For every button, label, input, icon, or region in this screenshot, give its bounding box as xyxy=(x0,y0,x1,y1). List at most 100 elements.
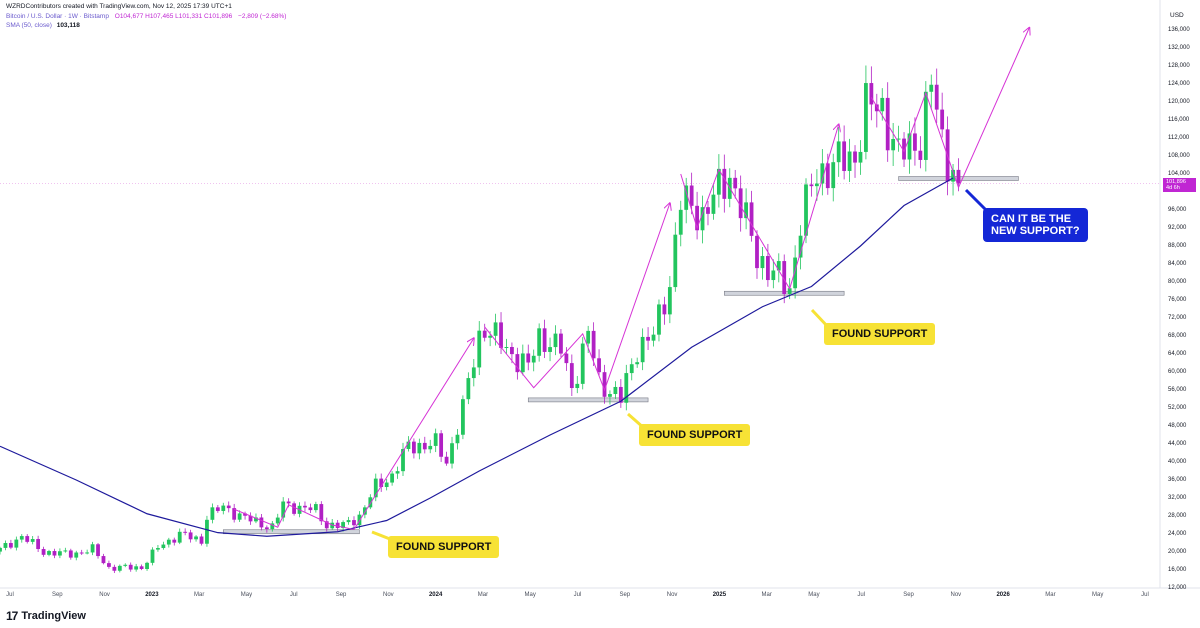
symbol-legend[interactable]: Bitcoin / U.S. Dollar · 1W · Bitstamp O1… xyxy=(6,12,286,21)
candle-body xyxy=(640,336,645,363)
candle-body xyxy=(52,551,57,556)
candle-body xyxy=(428,445,433,450)
candle-body xyxy=(90,544,95,553)
candle-body xyxy=(123,564,128,566)
candle-body xyxy=(657,304,661,335)
candle-body xyxy=(591,330,596,359)
candle-body xyxy=(608,394,612,397)
x-tick-label: Jul xyxy=(857,592,866,598)
callout-support-3: FOUND SUPPORT xyxy=(824,323,936,345)
candle-body xyxy=(689,185,694,206)
x-tick-label: Mar xyxy=(1045,592,1056,598)
candle-body xyxy=(58,551,62,556)
candle-body xyxy=(716,168,721,195)
candle-body xyxy=(161,544,166,549)
candle-body xyxy=(776,261,781,271)
candle-body xyxy=(929,84,934,92)
support-zone xyxy=(527,397,649,403)
candle-body xyxy=(346,520,351,523)
candle-body xyxy=(760,256,765,269)
currency-label: USD xyxy=(1170,12,1184,19)
projection-path xyxy=(870,28,1029,189)
candle-body xyxy=(254,517,258,522)
y-tick-label: 16,000 xyxy=(1168,567,1187,573)
candle-body xyxy=(744,202,749,219)
y-tick-label: 36,000 xyxy=(1168,477,1187,483)
candle-body xyxy=(259,517,264,528)
y-tick-label: 68,000 xyxy=(1168,333,1187,339)
y-tick-label: 112,000 xyxy=(1168,135,1190,141)
candle-body xyxy=(646,336,650,341)
y-tick-label: 128,000 xyxy=(1168,63,1190,69)
x-tick-label: Nov xyxy=(950,592,962,598)
candle-body xyxy=(36,539,41,550)
y-tick-label: 32,000 xyxy=(1168,495,1187,501)
candle-body xyxy=(531,355,536,363)
candle-body xyxy=(695,205,699,231)
sma-50-line xyxy=(0,177,954,537)
candle-body xyxy=(8,543,13,548)
candle-body xyxy=(586,330,591,344)
candle-body xyxy=(618,386,623,403)
candle-body xyxy=(352,520,356,526)
candle-body xyxy=(891,139,896,151)
candle-body xyxy=(47,551,51,555)
sma-legend[interactable]: SMA (50, close) 103,118 xyxy=(6,21,80,30)
candle-body xyxy=(150,549,155,563)
candle-body xyxy=(166,539,171,545)
y-tick-label: 120,000 xyxy=(1168,99,1190,105)
candle-body xyxy=(450,443,454,464)
candle-body xyxy=(706,207,710,214)
candle-body xyxy=(156,548,160,550)
candle-body xyxy=(466,378,471,400)
candle-body xyxy=(270,523,275,530)
candle-body xyxy=(221,505,226,511)
candle-body xyxy=(553,333,558,348)
x-tick-label: Jul xyxy=(6,592,14,598)
y-tick-label: 28,000 xyxy=(1168,513,1187,519)
candlestick-series xyxy=(0,65,961,574)
x-tick-label: Jul xyxy=(289,592,298,598)
candle-body xyxy=(765,256,770,281)
candle-body xyxy=(0,547,2,552)
candle-body xyxy=(303,505,307,508)
candle-body xyxy=(107,563,111,567)
candle-body xyxy=(771,270,776,281)
candle-body xyxy=(738,188,743,219)
candle-body xyxy=(373,478,378,498)
candle-body xyxy=(913,133,917,151)
y-tick-label: 136,000 xyxy=(1168,27,1190,33)
candle-body xyxy=(711,194,716,214)
candle-body xyxy=(880,97,885,112)
candle-body xyxy=(444,456,449,464)
x-tick-label: May xyxy=(808,592,820,598)
x-tick-label: Sep xyxy=(619,592,631,598)
x-tick-label: Sep xyxy=(903,592,914,598)
candle-body xyxy=(798,235,803,258)
candle-body xyxy=(324,521,329,529)
candle-body xyxy=(319,504,324,522)
tradingview-brand[interactable]: 17 TradingView xyxy=(6,609,86,623)
y-tick-label: 48,000 xyxy=(1168,423,1187,429)
sma-label: SMA (50, close) xyxy=(6,22,52,29)
x-tick-label: Jul xyxy=(1141,592,1149,598)
bar-countdown: 4d 6h xyxy=(1166,185,1180,192)
candle-body xyxy=(25,536,30,542)
candle-body xyxy=(281,501,286,518)
candle-body xyxy=(232,508,237,520)
candle-body xyxy=(101,556,106,564)
sma-line xyxy=(0,177,954,537)
candle-body xyxy=(275,517,280,524)
candle-body xyxy=(134,566,139,570)
candle-body xyxy=(482,330,487,338)
candle-body xyxy=(313,504,318,511)
symbol-name: Bitcoin / U.S. Dollar · 1W · Bitstamp xyxy=(6,13,109,20)
candle-body xyxy=(526,353,531,363)
candle-body xyxy=(858,151,863,163)
candle-body xyxy=(128,564,133,570)
candle-body xyxy=(820,163,825,184)
candle-body xyxy=(455,434,460,444)
y-tick-label: 44,000 xyxy=(1168,441,1187,447)
candle-body xyxy=(722,168,727,199)
